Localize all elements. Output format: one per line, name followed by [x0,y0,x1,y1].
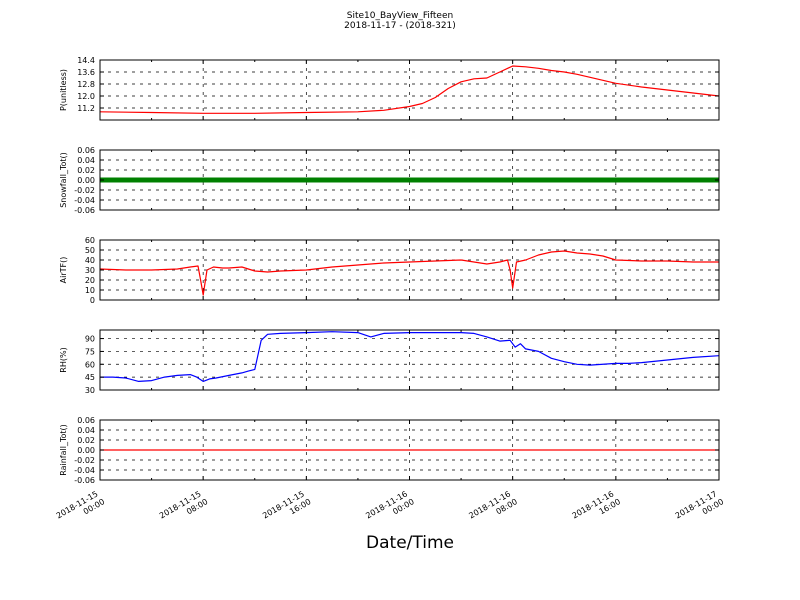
panel-3-ytick-label: 40 [85,256,95,265]
panel-3-ytick-label: 0 [90,296,95,305]
panel-1-ytick-label: 14.4 [77,56,95,65]
panel-3-ytick-label: 50 [85,246,95,255]
panel-3-ytick-label: 20 [85,276,95,285]
x-axis-label: Date/Time [366,533,454,553]
panel-5-ytick-label: 0.00 [77,446,95,455]
panel-5-ytick-label: 0.06 [77,416,95,425]
panel-4-ytick-label: 75 [85,347,95,356]
panel-1-ylabel: P(unitless) [59,69,68,111]
panel-5-ytick-label: -0.04 [74,466,95,475]
panel-3-ytick-label: 10 [85,286,95,295]
panel-5-ytick-label: -0.02 [74,456,95,465]
panel-4-ytick-label: 45 [85,373,95,382]
panel-5-ytick-label: 0.04 [77,426,95,435]
chart-site-title: Site10_BayView_Fifteen [346,11,454,21]
panel-2-ytick-label: 0.00 [77,176,95,185]
panel-3-series-line [99,250,719,296]
panel-1-ytick-label: 11.2 [77,104,95,113]
panel-1-series-line [99,65,720,114]
panel-5-ylabel: Rainfall_Tot() [59,424,68,476]
panel-2-ytick-label: 0.04 [77,156,95,165]
panel-2-ytick-label: 0.06 [77,146,95,155]
panel-2-ytick-label: -0.02 [74,186,95,195]
panel-1-ytick-label: 12.0 [77,92,95,101]
panel-2-ytick-label: -0.04 [74,196,95,205]
panel-2-ylabel: Snowfall_Tot() [59,152,68,208]
panel-1-ytick-label: 12.8 [77,80,95,89]
panel-4-ytick-label: 90 [85,335,95,344]
panel-3-ytick-label: 30 [85,266,95,275]
panel-4-ytick-label: 30 [85,386,95,395]
chart-date-range: 2018-11-17 - (2018-321) [344,21,456,31]
panel-1-ytick-label: 13.6 [77,68,95,77]
panel-4-ylabel: RH(%) [59,347,68,372]
panel-4-ytick-label: 60 [85,360,95,369]
panel-3-ytick-label: 60 [85,236,95,245]
panel-5-ytick-label: -0.06 [74,476,95,485]
panel-5-ytick-label: 0.02 [77,436,95,445]
panel-2-ytick-label: -0.06 [74,206,95,215]
panel-2-ytick-label: 0.02 [77,166,95,175]
panel-4-series-line [100,331,720,382]
panel-3-ylabel: AirTF() [59,257,68,284]
